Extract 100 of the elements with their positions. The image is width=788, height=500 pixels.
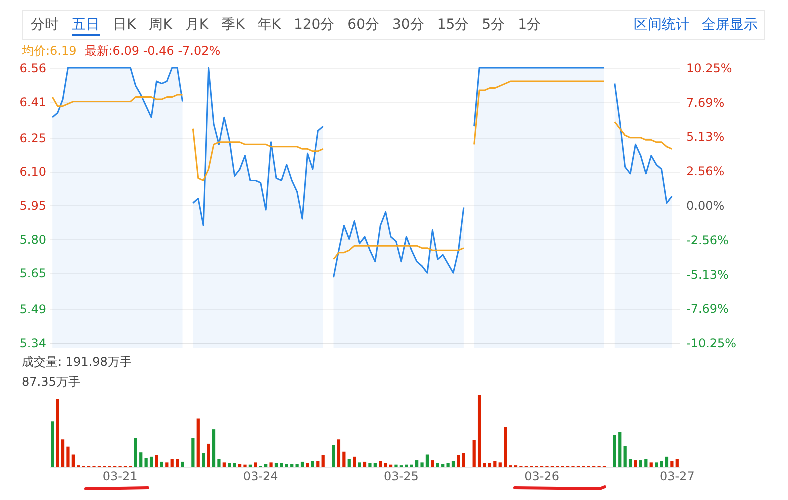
bar <box>140 452 143 467</box>
text: 60分 <box>348 16 380 34</box>
bar <box>322 455 325 467</box>
y2-tick-label: 5.13% <box>686 130 725 144</box>
bar <box>228 463 232 467</box>
y2-tick-label: 0.00% <box>686 199 725 213</box>
bar <box>337 440 341 467</box>
bar <box>290 464 294 467</box>
bar <box>61 440 65 467</box>
bar <box>150 456 154 467</box>
text: 周K <box>149 16 172 34</box>
bar <box>363 462 367 467</box>
x-tick-label: 03-21 <box>102 470 138 484</box>
bar <box>300 462 304 467</box>
bar <box>618 432 622 467</box>
bar <box>426 454 430 467</box>
bar <box>181 462 184 467</box>
bar <box>655 462 658 467</box>
bar <box>56 399 60 467</box>
bar <box>270 462 273 467</box>
y-tick-label: 6.25 <box>20 131 46 146</box>
bar <box>254 462 258 467</box>
bar <box>160 462 164 467</box>
bar <box>665 456 669 467</box>
bar <box>613 435 616 467</box>
bar <box>628 459 632 467</box>
y2-tick-label: 10.25% <box>686 62 732 76</box>
bar <box>494 461 497 467</box>
text: 全屏显示 <box>702 17 758 33</box>
bar <box>285 464 288 467</box>
bar <box>442 464 445 467</box>
y-tick-label: 6.41 <box>20 95 46 110</box>
bar <box>212 430 216 467</box>
bar <box>72 454 75 467</box>
bar <box>431 460 434 467</box>
bar <box>660 461 664 467</box>
bar <box>624 446 627 467</box>
y-tick-label: 5.34 <box>20 336 46 350</box>
bar <box>374 463 377 467</box>
text: 120分 <box>294 16 335 34</box>
text: 5分 <box>482 16 506 34</box>
bar <box>676 459 679 467</box>
bar <box>348 459 351 467</box>
bar <box>66 446 70 467</box>
bar <box>316 461 320 467</box>
bar <box>462 453 466 467</box>
y2-tick-label: -7.69% <box>686 302 729 316</box>
bar <box>504 427 508 467</box>
bar <box>170 459 174 467</box>
bar <box>416 460 419 467</box>
text: 月K <box>185 16 209 34</box>
y-tick-label: 5.65 <box>20 266 46 281</box>
bar <box>353 456 356 467</box>
text: 30分 <box>392 16 424 34</box>
bar <box>478 395 482 467</box>
bar <box>384 463 388 467</box>
bar <box>218 459 221 467</box>
x-tick-label: 03-26 <box>524 470 560 484</box>
y-tick-label: 5.49 <box>20 302 46 317</box>
bar <box>155 455 158 467</box>
bar <box>207 444 210 467</box>
bar <box>342 452 346 467</box>
text: 年K <box>258 16 281 34</box>
y2-tick-label: 7.69% <box>686 96 725 110</box>
text: 均价:6.19 <box>22 44 77 58</box>
y-tick-label: 5.80 <box>20 232 46 247</box>
bar <box>368 463 372 467</box>
bar <box>264 464 268 467</box>
bar <box>134 438 138 467</box>
bar <box>420 462 424 467</box>
bar <box>446 463 450 467</box>
bar <box>498 462 502 467</box>
bar <box>650 462 653 467</box>
text: 87.35万手 <box>22 374 80 391</box>
bar <box>472 440 476 467</box>
text: 分时 <box>31 16 59 34</box>
bar <box>634 460 638 467</box>
x-tick-label: 03-24 <box>243 470 278 484</box>
bar <box>483 463 486 467</box>
bar <box>358 462 362 467</box>
text: 15分 <box>437 16 470 34</box>
y-tick-label: 6.56 <box>20 62 46 76</box>
bar <box>192 438 195 467</box>
bar <box>238 464 242 467</box>
bar <box>176 459 180 467</box>
text: 最新:6.09 -0.46 -7.02% <box>84 44 221 58</box>
bar <box>488 463 492 467</box>
bar <box>452 461 456 467</box>
text: 区间统计 <box>634 17 690 33</box>
bar <box>670 461 674 467</box>
text: 日K <box>113 16 136 34</box>
text: 五日 <box>72 16 100 36</box>
bar <box>644 459 648 467</box>
bar <box>457 455 460 467</box>
text: 季K <box>222 16 245 34</box>
bar <box>639 460 643 467</box>
bar <box>436 463 440 467</box>
bar <box>311 461 314 467</box>
bar <box>379 461 382 467</box>
text: 成交量: 191.98万手 <box>22 354 132 371</box>
